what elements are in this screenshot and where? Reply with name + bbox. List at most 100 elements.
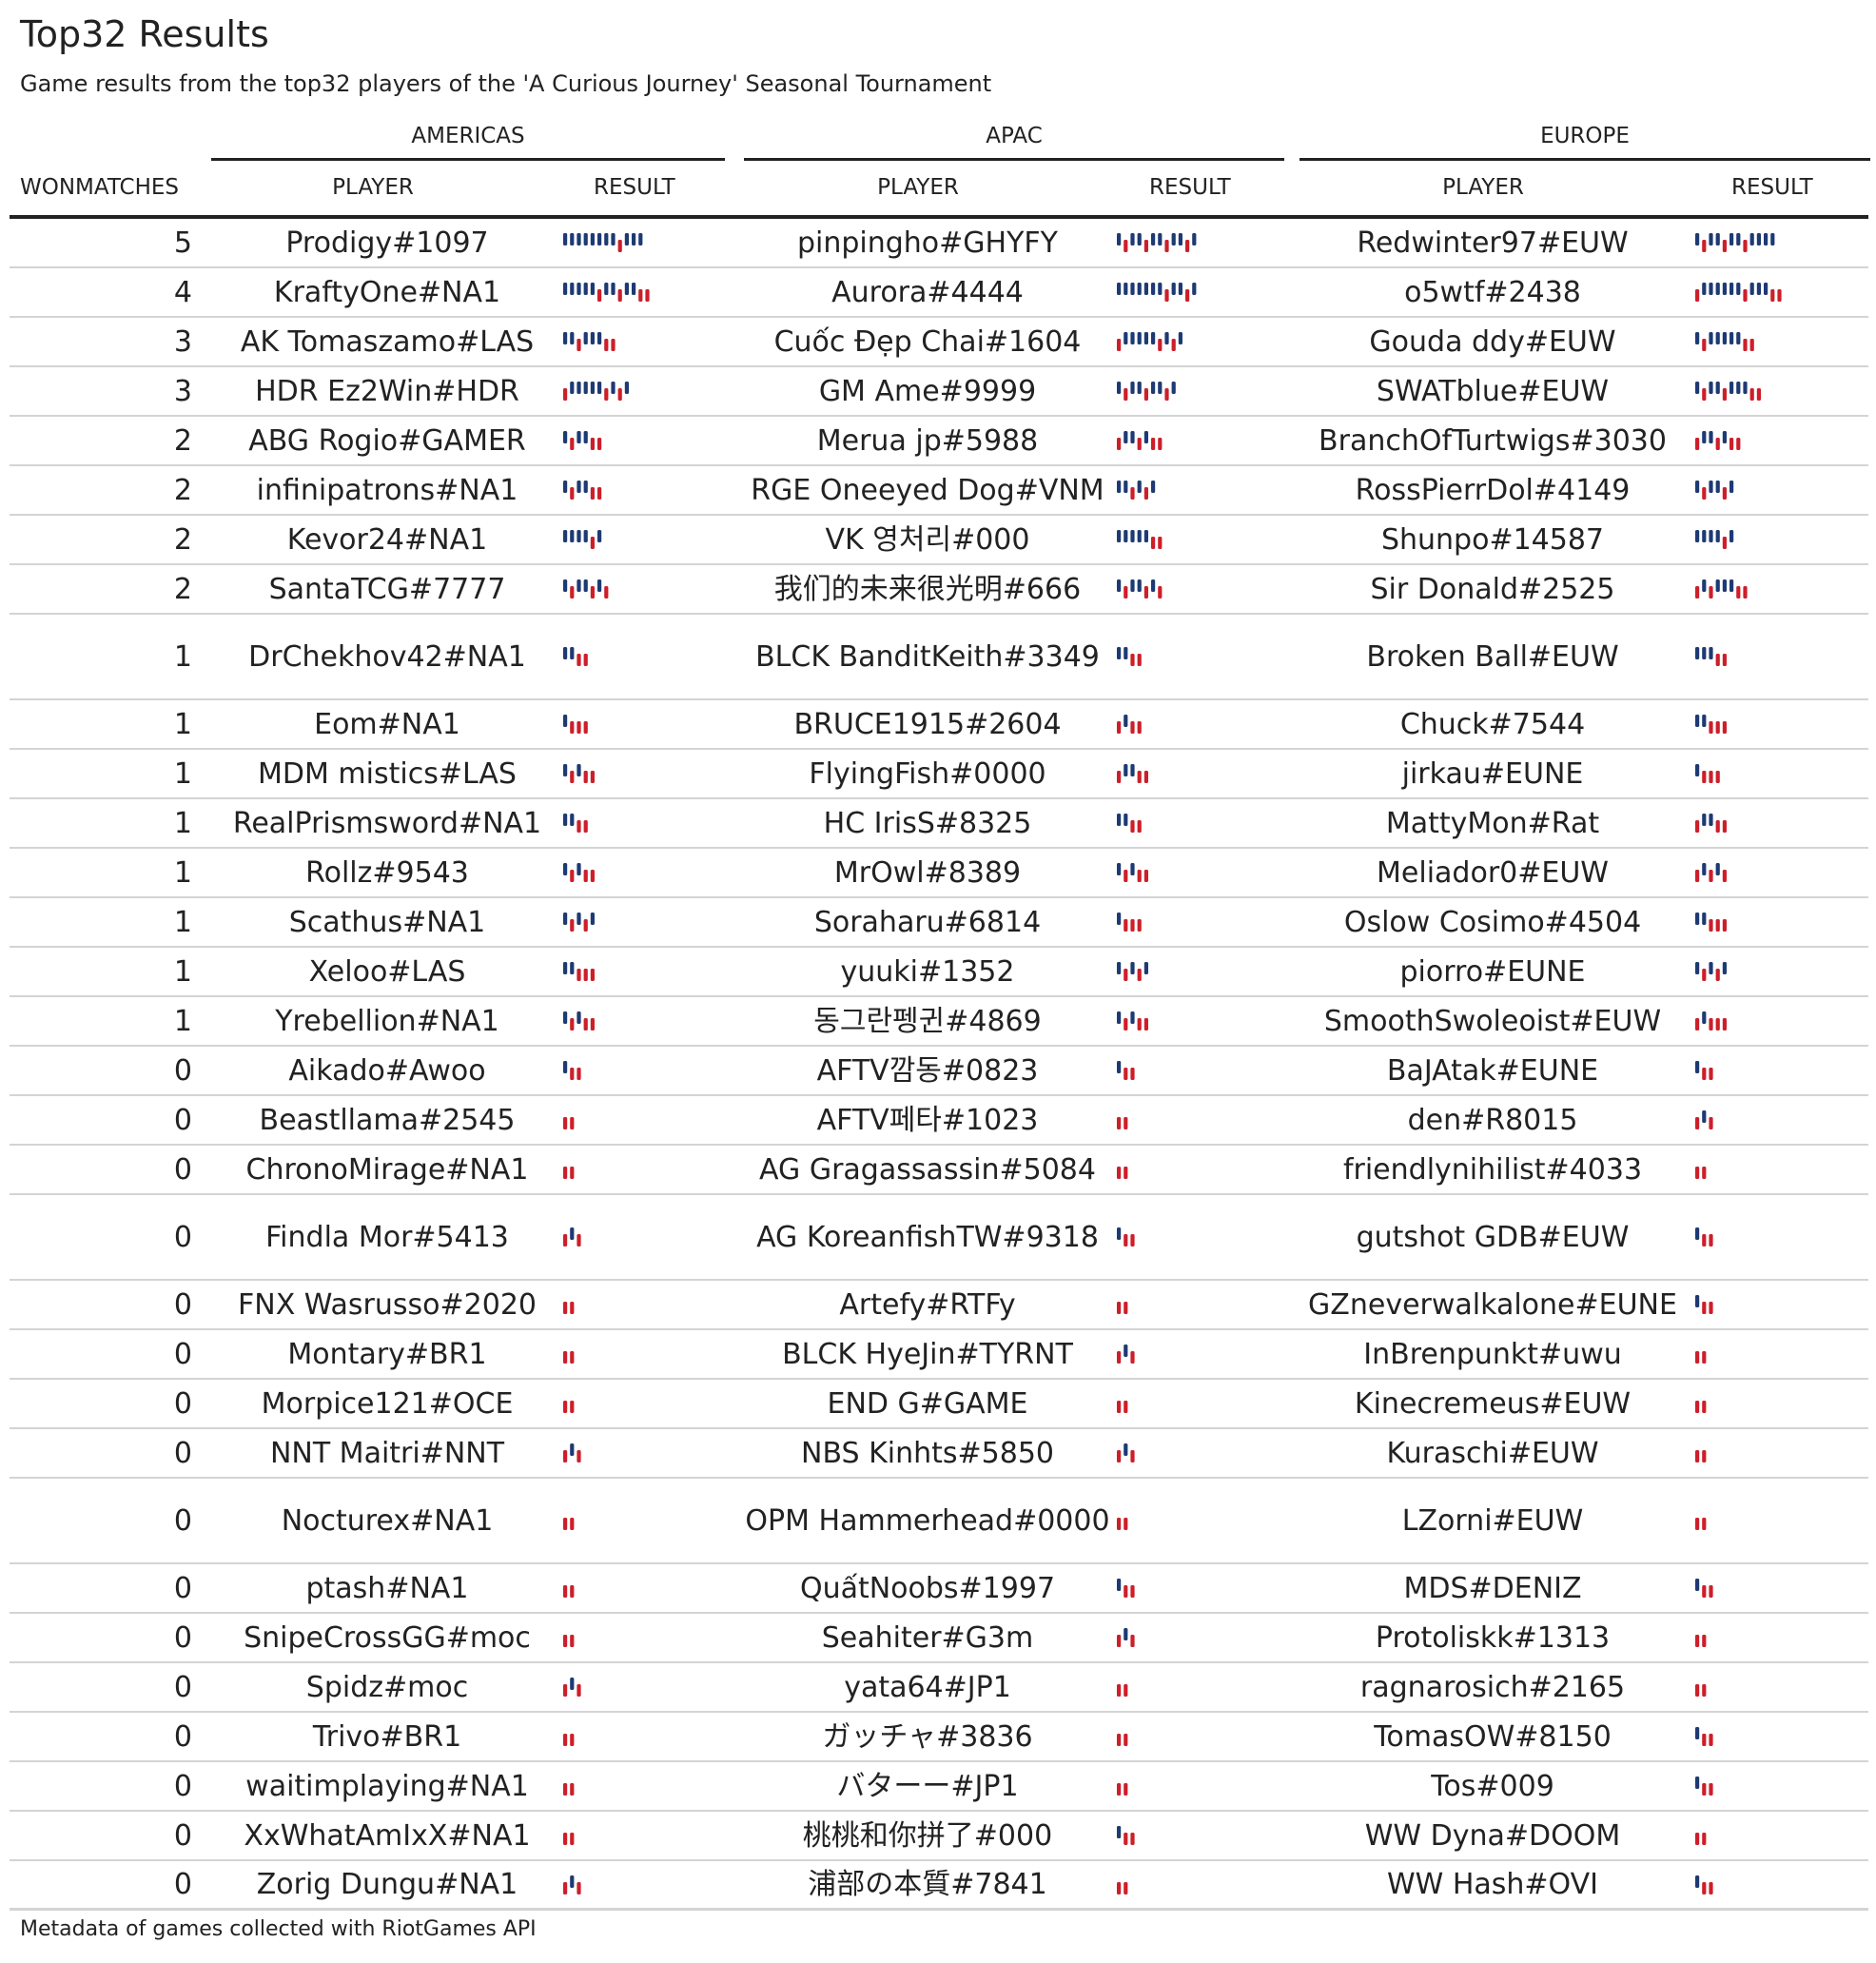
loss-bar bbox=[1722, 654, 1727, 666]
won-matches-value: 1 bbox=[173, 756, 192, 791]
player-name-europe: TomasOW#8150 bbox=[1374, 1719, 1612, 1754]
loss-bar bbox=[1124, 1234, 1128, 1247]
loss-bar bbox=[1722, 537, 1727, 549]
loss-bar bbox=[1702, 771, 1707, 783]
win-bar bbox=[1702, 1011, 1707, 1024]
win-bar bbox=[1695, 1727, 1700, 1739]
loss-bar bbox=[1722, 721, 1727, 734]
win-bar bbox=[563, 431, 568, 443]
loss-bar bbox=[576, 1450, 581, 1462]
result-sparkline-apac bbox=[1117, 1713, 1288, 1760]
loss-bar bbox=[1749, 339, 1754, 351]
player-name-europe: LZorni#EUW bbox=[1401, 1503, 1584, 1538]
table-top-rule bbox=[10, 215, 1868, 219]
win-bar bbox=[1124, 814, 1128, 826]
win-bar bbox=[604, 283, 609, 295]
loss-bar bbox=[1117, 1117, 1122, 1129]
win-bar bbox=[1695, 1875, 1700, 1888]
result-sparkline-europe bbox=[1695, 1281, 1866, 1328]
loss-bar bbox=[563, 1351, 568, 1364]
loss-bar bbox=[590, 1018, 595, 1031]
win-bar bbox=[1715, 863, 1720, 875]
loss-bar bbox=[1709, 1117, 1713, 1129]
loss-bar bbox=[570, 1068, 575, 1080]
win-bar bbox=[563, 647, 568, 659]
win-bar bbox=[1171, 233, 1176, 245]
loss-bar bbox=[1702, 1450, 1707, 1462]
win-bar bbox=[1709, 382, 1713, 394]
loss-bar bbox=[1124, 1401, 1128, 1413]
result-sparkline-svg bbox=[563, 1734, 575, 1746]
win-bar bbox=[576, 283, 581, 295]
table-row: 1 Rollz#9543 MrOwl#8389 Meliador0#EUW bbox=[10, 849, 1868, 898]
win-bar bbox=[1124, 1345, 1128, 1357]
loss-bar bbox=[1709, 1734, 1713, 1746]
loss-bar bbox=[570, 1401, 575, 1413]
loss-bar bbox=[1137, 870, 1142, 882]
result-sparkline-svg bbox=[1117, 382, 1176, 401]
result-sparkline-svg bbox=[563, 1443, 581, 1462]
loss-bar bbox=[563, 1881, 568, 1894]
win-bar bbox=[1117, 530, 1122, 542]
won-matches-value: 2 bbox=[173, 522, 192, 557]
result-sparkline-svg bbox=[1117, 1579, 1135, 1598]
win-bar bbox=[590, 233, 595, 245]
win-bar bbox=[1709, 481, 1713, 493]
result-sparkline-americas bbox=[563, 565, 734, 613]
player-name-americas: SnipeCrossGG#moc bbox=[244, 1620, 531, 1655]
loss-bar bbox=[1695, 438, 1700, 450]
loss-bar bbox=[1130, 654, 1135, 666]
win-bar bbox=[632, 233, 636, 245]
win-bar bbox=[1749, 283, 1754, 295]
win-bar bbox=[1137, 283, 1142, 295]
result-sparkline-europe bbox=[1695, 700, 1866, 748]
loss-bar bbox=[1117, 771, 1122, 783]
loss-bar bbox=[576, 1684, 581, 1697]
loss-bar bbox=[1137, 969, 1142, 981]
result-sparkline-europe bbox=[1695, 268, 1866, 316]
player-name-europe: o5wtf#2438 bbox=[1404, 275, 1581, 309]
player-name-apac: VK 영처리#000 bbox=[825, 522, 1030, 557]
player-name-americas: Findla Mor#5413 bbox=[265, 1220, 509, 1254]
loss-bar bbox=[617, 240, 622, 252]
loss-bar bbox=[1709, 586, 1713, 599]
loss-bar bbox=[1130, 721, 1135, 734]
loss-bar bbox=[1695, 870, 1700, 882]
player-name-apac: QuấtNoobs#1997 bbox=[799, 1571, 1056, 1605]
win-bar bbox=[1715, 481, 1720, 493]
win-bar bbox=[1124, 530, 1128, 542]
player-name-americas: Rollz#9543 bbox=[305, 855, 469, 890]
loss-bar bbox=[1715, 1018, 1720, 1031]
win-bar bbox=[570, 1227, 575, 1240]
loss-bar bbox=[1137, 438, 1142, 450]
loss-bar bbox=[1124, 919, 1128, 932]
player-name-americas: MDM mistics#LAS bbox=[258, 756, 517, 791]
player-name-americas: Spidz#moc bbox=[305, 1670, 469, 1704]
win-bar bbox=[1702, 1110, 1707, 1123]
loss-bar bbox=[1130, 919, 1135, 932]
win-bar bbox=[576, 481, 581, 493]
player-name-americas: ChronoMirage#NA1 bbox=[245, 1152, 529, 1187]
won-matches-value: 2 bbox=[173, 473, 192, 507]
loss-bar bbox=[1117, 1450, 1122, 1462]
loss-bar bbox=[1702, 1833, 1707, 1845]
win-bar bbox=[570, 283, 575, 295]
result-sparkline-europe bbox=[1695, 1429, 1866, 1477]
table-row: 1 Eom#NA1 BRUCE1915#2604 Chuck#7544 bbox=[10, 700, 1868, 750]
result-sparkline-svg bbox=[1695, 1011, 1727, 1031]
loss-bar bbox=[1130, 1068, 1135, 1080]
loss-bar bbox=[1715, 969, 1720, 981]
loss-bar bbox=[1130, 1450, 1135, 1462]
won-matches-value: 0 bbox=[173, 1868, 192, 1901]
loss-bar bbox=[590, 487, 595, 500]
win-bar bbox=[1124, 764, 1128, 776]
win-bar bbox=[1143, 962, 1148, 974]
column-header-result-europe: RESULT bbox=[1731, 175, 1813, 200]
player-name-americas: Nocturex#NA1 bbox=[281, 1503, 494, 1538]
win-bar bbox=[1178, 283, 1182, 295]
loss-bar bbox=[1137, 771, 1142, 783]
player-name-europe: MDS#DENIZ bbox=[1403, 1571, 1582, 1605]
result-sparkline-apac bbox=[1117, 417, 1288, 464]
win-bar bbox=[1137, 233, 1142, 245]
loss-bar bbox=[563, 388, 568, 401]
